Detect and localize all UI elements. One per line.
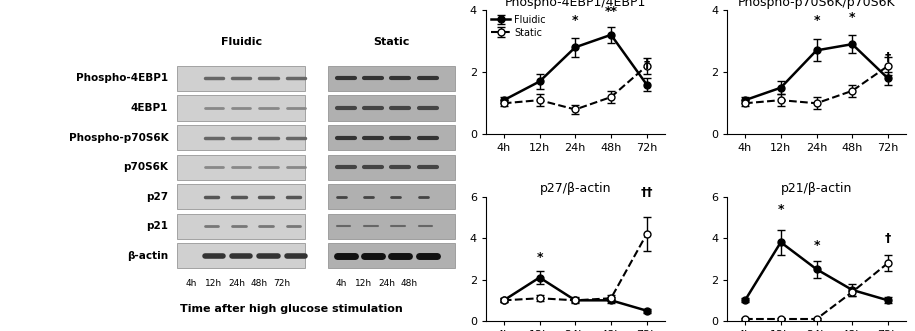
Bar [328,243,455,268]
Text: β-actin: β-actin [127,251,168,261]
Text: 48h: 48h [401,279,418,288]
Title: Phospho-4EBP1/4EBP1: Phospho-4EBP1/4EBP1 [504,0,646,9]
Bar [328,214,455,239]
Bar [328,96,455,120]
Text: Fluidic: Fluidic [221,37,262,47]
Text: *: * [849,11,856,24]
Bar [328,184,455,209]
Text: 24h: 24h [378,279,395,288]
Bar [328,66,455,91]
Text: *: * [536,251,543,264]
Text: 72h: 72h [274,279,291,288]
Bar [178,96,305,120]
Text: †: † [643,58,650,71]
Text: **: ** [605,5,618,18]
Text: Phospho-p70S6K: Phospho-p70S6K [69,133,168,143]
Legend: Fluidic, Static: Fluidic, Static [490,15,545,38]
Text: 4h: 4h [186,279,197,288]
Text: 4h: 4h [336,279,347,288]
Text: p21: p21 [146,221,168,231]
Title: p27/β-actin: p27/β-actin [540,182,611,195]
Text: Time after high glucose stimulation: Time after high glucose stimulation [180,304,403,314]
Text: *: * [778,203,784,216]
Text: Phospho-4EBP1: Phospho-4EBP1 [76,73,168,83]
Text: *: * [813,14,820,27]
Bar [178,214,305,239]
Bar [178,184,305,209]
Text: 48h: 48h [251,279,268,288]
Text: Static: Static [373,37,410,47]
Text: †: † [885,51,891,64]
Text: 24h: 24h [228,279,245,288]
Text: *: * [572,14,578,27]
Bar [178,243,305,268]
Text: p70S6K: p70S6K [124,162,168,172]
Text: ††: †† [640,186,653,199]
Bar [328,155,455,180]
Text: 12h: 12h [355,279,372,288]
Bar [178,125,305,150]
Title: Phospho-p70S6K/p70S6K: Phospho-p70S6K/p70S6K [737,0,895,9]
Bar [178,66,305,91]
Text: *: * [813,239,820,252]
Text: p27: p27 [146,192,168,202]
Text: 4EBP1: 4EBP1 [131,103,168,113]
Bar [178,155,305,180]
Bar [328,125,455,150]
Text: †: † [885,232,891,245]
Text: 12h: 12h [205,279,222,288]
Title: p21/β-actin: p21/β-actin [780,182,852,195]
